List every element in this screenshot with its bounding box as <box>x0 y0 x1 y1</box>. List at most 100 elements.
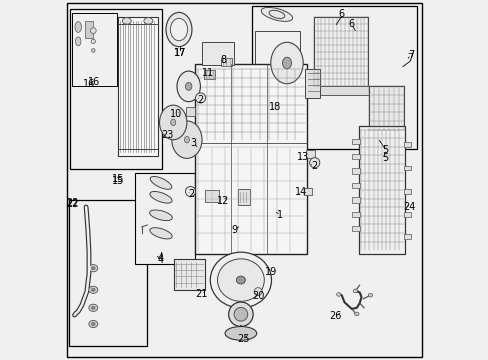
Ellipse shape <box>91 39 95 44</box>
Text: 2: 2 <box>188 189 194 199</box>
Bar <box>352 212 359 217</box>
Text: 11: 11 <box>201 68 213 78</box>
Bar <box>305 69 319 98</box>
Bar <box>204 190 219 202</box>
Bar <box>303 188 311 195</box>
Text: 6: 6 <box>337 9 344 19</box>
Ellipse shape <box>90 28 96 33</box>
Bar <box>252 6 416 149</box>
Text: 6: 6 <box>348 19 354 30</box>
Ellipse shape <box>352 289 357 293</box>
Bar <box>176 18 182 25</box>
Bar <box>194 64 306 254</box>
Text: 16: 16 <box>88 77 100 87</box>
Ellipse shape <box>309 158 319 168</box>
Ellipse shape <box>282 57 291 69</box>
Ellipse shape <box>170 119 175 126</box>
Bar <box>352 226 359 231</box>
Ellipse shape <box>91 49 95 52</box>
Bar <box>404 142 410 147</box>
Text: 2: 2 <box>197 95 203 105</box>
Text: 17: 17 <box>174 48 186 58</box>
Ellipse shape <box>236 276 245 284</box>
Text: 13: 13 <box>296 152 308 162</box>
Bar <box>307 86 316 95</box>
Bar <box>352 197 359 203</box>
Ellipse shape <box>261 8 292 21</box>
Text: 5: 5 <box>382 153 388 163</box>
Ellipse shape <box>336 293 340 296</box>
Text: 4: 4 <box>158 255 163 265</box>
Ellipse shape <box>170 18 187 41</box>
Ellipse shape <box>122 18 131 24</box>
Text: 12: 12 <box>216 196 228 206</box>
Ellipse shape <box>89 304 98 311</box>
Ellipse shape <box>217 259 264 301</box>
Ellipse shape <box>91 267 95 270</box>
Ellipse shape <box>195 93 205 103</box>
Bar <box>306 150 315 158</box>
Ellipse shape <box>150 176 171 189</box>
Text: 22: 22 <box>66 199 79 210</box>
Text: 4: 4 <box>158 253 163 264</box>
Ellipse shape <box>228 302 253 327</box>
Text: 16: 16 <box>82 78 95 89</box>
Ellipse shape <box>166 12 192 47</box>
Text: 26: 26 <box>328 311 341 321</box>
Bar <box>69 200 147 346</box>
Ellipse shape <box>91 323 95 325</box>
Ellipse shape <box>89 320 98 328</box>
Ellipse shape <box>75 37 81 46</box>
Bar <box>254 31 299 137</box>
Bar <box>238 189 249 205</box>
Bar <box>358 126 404 254</box>
Bar <box>352 139 359 144</box>
Text: 19: 19 <box>265 267 277 277</box>
Bar <box>404 166 410 170</box>
Bar <box>404 189 410 194</box>
Bar <box>202 42 234 65</box>
Text: 5: 5 <box>381 145 387 156</box>
Ellipse shape <box>159 105 186 140</box>
Ellipse shape <box>91 288 95 291</box>
Text: 7: 7 <box>406 53 412 63</box>
Text: 22: 22 <box>66 198 79 208</box>
Ellipse shape <box>184 136 189 143</box>
Text: 23: 23 <box>161 130 173 140</box>
Text: 25: 25 <box>237 334 249 344</box>
Ellipse shape <box>185 82 192 90</box>
Bar <box>185 107 194 116</box>
Ellipse shape <box>89 286 98 293</box>
Text: 14: 14 <box>295 186 307 197</box>
Text: 15: 15 <box>111 174 124 184</box>
Text: 3: 3 <box>190 138 196 148</box>
Ellipse shape <box>367 293 372 297</box>
Bar <box>352 154 359 159</box>
Bar <box>221 58 231 66</box>
Ellipse shape <box>91 306 95 309</box>
Bar <box>309 86 371 95</box>
Bar <box>368 86 403 130</box>
Ellipse shape <box>177 71 200 102</box>
Text: 15: 15 <box>111 176 124 186</box>
Ellipse shape <box>149 228 172 239</box>
Ellipse shape <box>75 22 81 32</box>
Text: 9: 9 <box>231 225 237 235</box>
Bar <box>85 21 93 38</box>
Bar <box>70 9 162 169</box>
Bar <box>134 173 195 264</box>
Bar <box>174 259 204 290</box>
Text: 8: 8 <box>220 55 226 66</box>
Ellipse shape <box>185 186 195 197</box>
Ellipse shape <box>149 192 172 203</box>
Bar <box>404 234 410 239</box>
Ellipse shape <box>224 327 256 340</box>
Text: 1: 1 <box>277 210 283 220</box>
Text: 18: 18 <box>268 102 281 112</box>
Bar <box>185 82 194 91</box>
Ellipse shape <box>171 121 202 158</box>
Text: 24: 24 <box>403 202 415 212</box>
Text: 20: 20 <box>252 291 264 301</box>
Ellipse shape <box>254 288 262 296</box>
Ellipse shape <box>89 265 98 272</box>
